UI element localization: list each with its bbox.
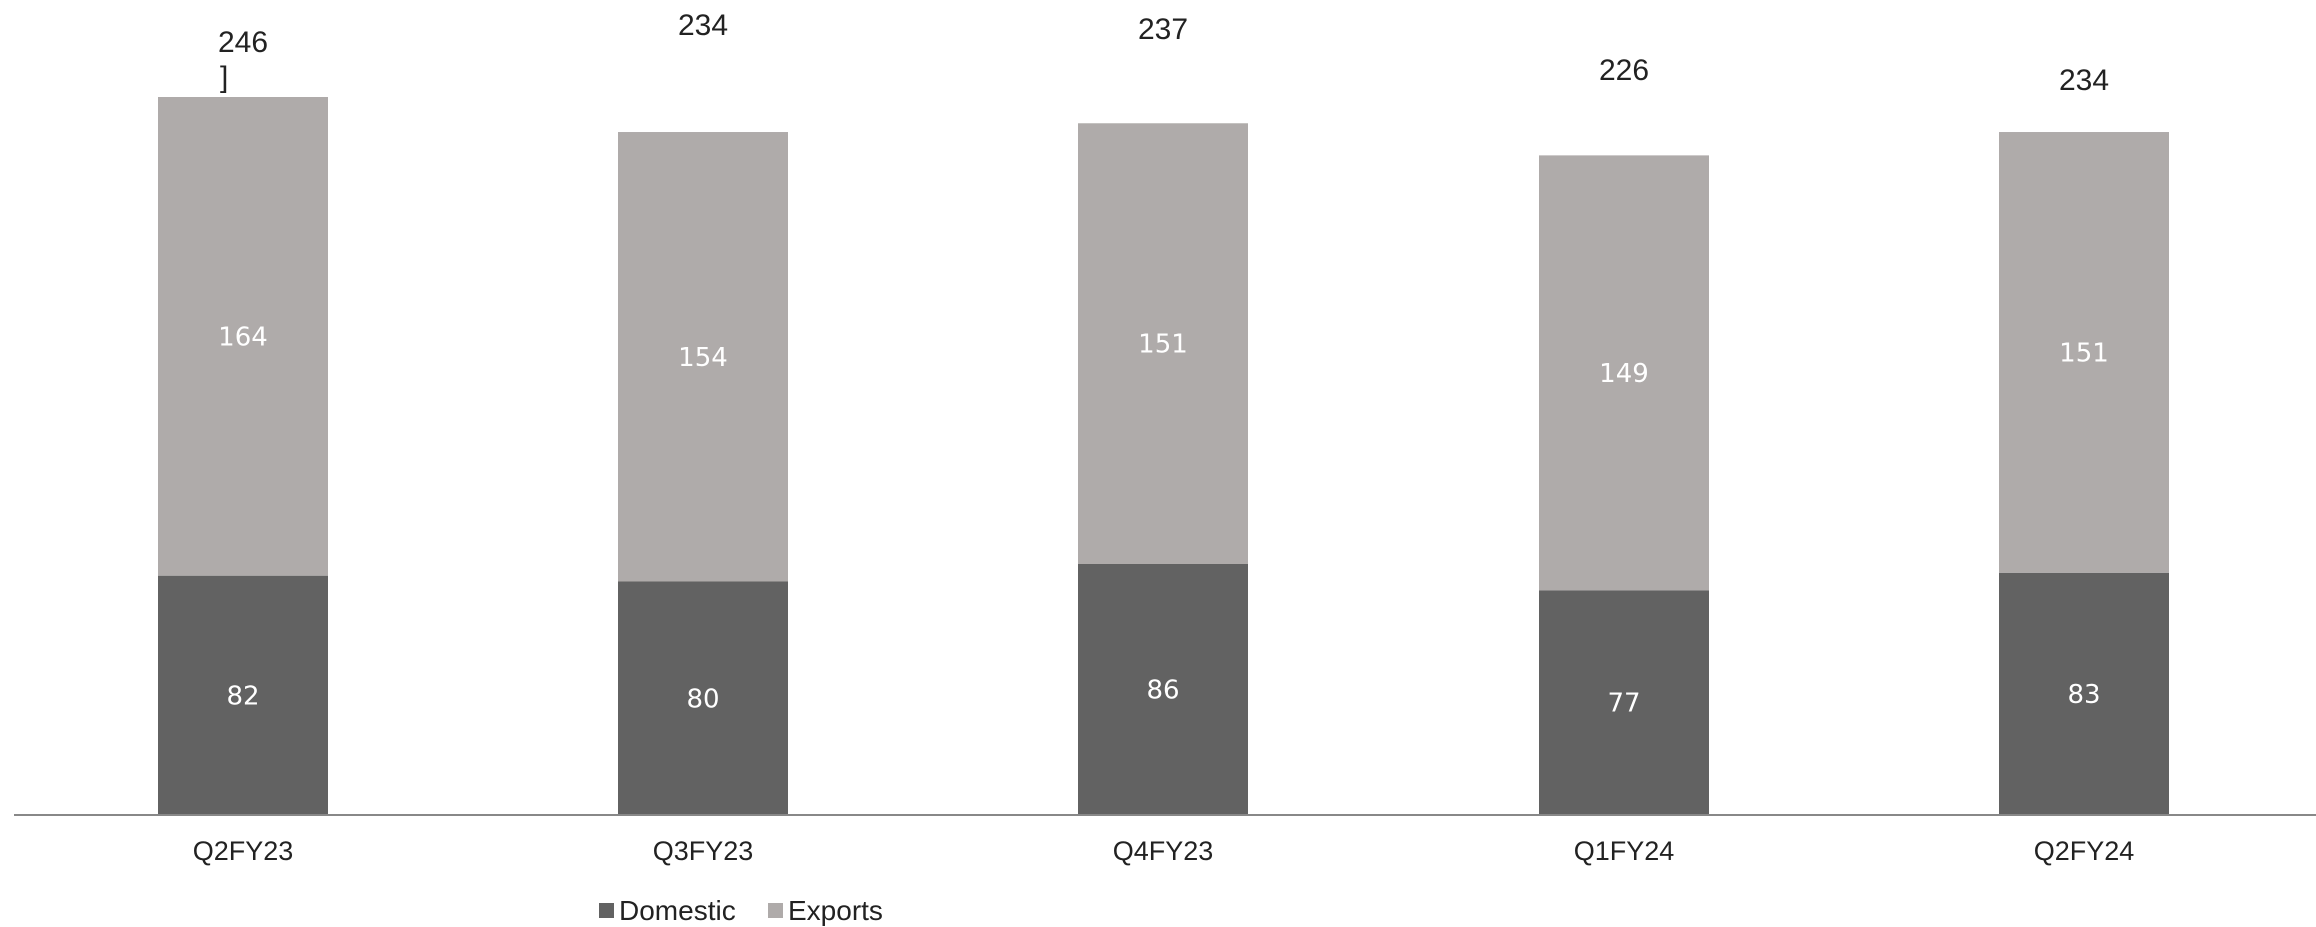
data-label-domestic-q2fy24: 83 xyxy=(2067,680,2100,710)
data-label-domestic-q4fy23: 86 xyxy=(1146,675,1179,705)
data-label-exports-q2fy24: 151 xyxy=(2059,338,2109,368)
total-label-q2fy23: 246 xyxy=(218,26,268,59)
bar-domestic-q3fy23 xyxy=(618,581,788,815)
total-label-note: ] xyxy=(220,61,228,94)
total-label-q3fy23: 234 xyxy=(678,9,728,42)
bars-group xyxy=(158,97,2169,815)
bar-exports-q2fy23 xyxy=(158,97,328,576)
labels-group: 82 164 246 Q2FY23 80 154 234 Q3FY23 86 151 237 Q4FY… xyxy=(193,9,2135,866)
bar-exports-q1fy24 xyxy=(1539,155,1709,591)
x-tick-label-q3fy23: Q3FY23 xyxy=(653,836,754,866)
bar-exports-q2fy24 xyxy=(1999,132,2169,573)
x-tick-label-q2fy23: Q2FY23 xyxy=(193,836,294,866)
data-label-domestic-q2fy23: 82 xyxy=(226,681,259,711)
x-tick-label-q2fy24: Q2FY24 xyxy=(2034,836,2135,866)
x-tick-label-q1fy24: Q1FY24 xyxy=(1574,836,1675,866)
legend-item-exports: Exports xyxy=(768,895,883,926)
data-label-exports-q1fy24: 149 xyxy=(1599,359,1649,389)
total-label-q1fy24: 226 xyxy=(1599,54,1649,87)
legend-item-domestic: Domestic xyxy=(599,895,736,926)
data-label-exports-q2fy23: 164 xyxy=(218,322,268,352)
legend-swatch-domestic xyxy=(599,903,614,918)
legend-label-exports: Exports xyxy=(788,895,883,926)
legend-swatch-exports xyxy=(768,903,783,918)
data-label-domestic-q1fy24: 77 xyxy=(1607,689,1640,719)
bar-domestic-q2fy23 xyxy=(158,575,328,815)
data-label-exports-q3fy23: 154 xyxy=(678,343,728,373)
data-label-domestic-q3fy23: 80 xyxy=(686,684,719,714)
x-tick-label-q4fy23: Q4FY23 xyxy=(1113,836,1214,866)
total-label-q2fy24: 234 xyxy=(2059,64,2109,97)
legend-label-domestic: Domestic xyxy=(619,895,736,926)
bar-exports-q4fy23 xyxy=(1078,123,1248,564)
bar-domestic-q1fy24 xyxy=(1539,590,1709,815)
data-label-exports-q4fy23: 151 xyxy=(1138,330,1188,360)
bar-domestic-q4fy23 xyxy=(1078,563,1248,815)
legend: Domestic Exports xyxy=(599,895,883,926)
total-label-q4fy23: 237 xyxy=(1138,13,1188,46)
bar-exports-q3fy23 xyxy=(618,132,788,582)
bar-domestic-q2fy24 xyxy=(1999,572,2169,815)
